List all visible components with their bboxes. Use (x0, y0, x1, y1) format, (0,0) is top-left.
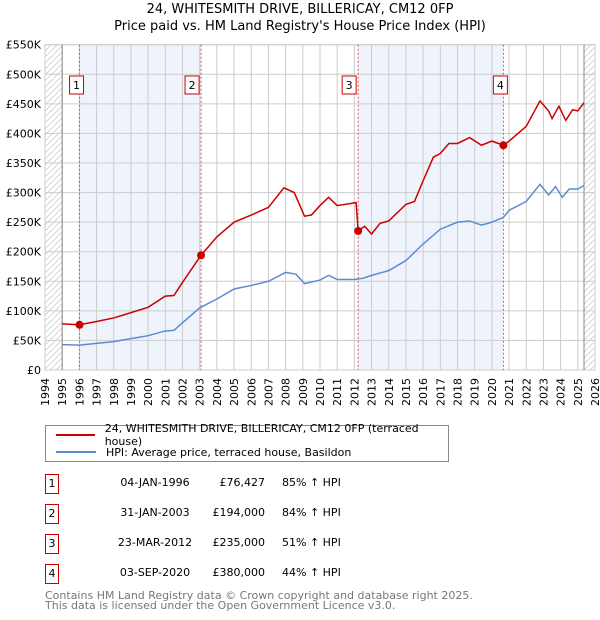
y-tick-label: £150K (6, 275, 42, 288)
sale-number-badge: 4 (45, 564, 59, 584)
sale-number-box (184, 75, 200, 95)
x-tick-label: 2005 (228, 378, 241, 406)
x-tick-label: 1996 (73, 378, 86, 406)
sale-price: £76,427 (219, 476, 266, 489)
sale-price: £194,000 (212, 506, 266, 519)
plot-frame (44, 44, 596, 371)
x-tick-label: 2010 (314, 378, 327, 406)
y-tick-label: £550K (6, 39, 42, 52)
x-tick-label: 2017 (434, 378, 447, 406)
sale-number-badge: 1 (45, 474, 59, 494)
x-tick-label: 2022 (520, 378, 533, 406)
y-tick-label: £0 (27, 364, 41, 377)
x-tick-label: 2025 (572, 378, 585, 406)
y-tick-label: £300K (6, 187, 42, 200)
y-tick-label: £500K (6, 68, 42, 81)
y-tick-label: £50K (13, 334, 42, 347)
y-tick-label: £450K (6, 98, 42, 111)
sale-point (354, 227, 363, 236)
property-price-line (62, 99, 585, 326)
x-tick-label: 2009 (297, 378, 310, 406)
sale-date: 03-SEP-2020 (119, 566, 191, 579)
x-tick-label: 2004 (211, 378, 224, 406)
y-tick-label: £400K (6, 127, 42, 140)
y-tick-label: £100K (6, 305, 42, 318)
shaded-period (79, 44, 202, 370)
legend-item-property: 24, WHITESMITH DRIVE, BILLERICAY, CM12 0… (56, 422, 448, 448)
x-tick-label: 1998 (108, 378, 121, 406)
sale-date: 04-JAN-1996 (120, 476, 190, 489)
no-data-hatch (584, 44, 595, 370)
sale-point (499, 141, 508, 150)
x-tick-label: 2001 (159, 378, 172, 406)
table-row: 3 23-MAR-2012 £235,000 51% ↑ HPI (45, 534, 445, 554)
sale-point (75, 320, 84, 329)
hpi-line (62, 183, 585, 346)
legend-label: HPI: Average price, terraced house, Basi… (106, 445, 352, 459)
table-row: 2 31-JAN-2003 £194,000 84% ↑ HPI (45, 504, 445, 524)
x-tick-label: 2023 (537, 378, 550, 406)
legend-swatch (56, 434, 95, 436)
hpi-change: 85% ↑ HPI (282, 476, 341, 489)
legend-item-hpi: HPI: Average price, terraced house, Basi… (56, 444, 351, 460)
x-tick-label: 2021 (503, 378, 516, 406)
x-tick-label: 2006 (245, 378, 258, 406)
x-tick-label: 2011 (331, 378, 344, 406)
x-tick-label: 2024 (555, 378, 568, 406)
x-tick-label: 2014 (383, 378, 396, 406)
sale-number-box (341, 75, 357, 95)
sale-number-box (492, 75, 508, 95)
sale-point (197, 251, 206, 260)
chart-title: 24, WHITESMITH DRIVE, BILLERICAY, CM12 0… (146, 2, 454, 17)
shaded-period (358, 44, 504, 370)
x-tick-label: 2026 (589, 378, 600, 406)
no-data-hatch (45, 44, 63, 370)
table-row: 1 04-JAN-1996 £76,427 85% ↑ HPI (45, 474, 445, 494)
x-tick-label: 2018 (452, 378, 465, 406)
y-tick-label: £350K (6, 157, 42, 170)
hpi-change: 44% ↑ HPI (282, 566, 341, 579)
hpi-change: 51% ↑ HPI (282, 536, 341, 549)
sale-number-badge: 2 (45, 504, 59, 524)
y-tick-label: £250K (6, 216, 42, 229)
x-tick-label: 2020 (486, 378, 499, 406)
sale-number-label: 3 (346, 79, 353, 92)
x-tick-label: 2003 (194, 378, 207, 406)
table-row: 4 03-SEP-2020 £380,000 44% ↑ HPI (45, 564, 445, 584)
x-tick-label: 2019 (469, 378, 482, 406)
hpi-change: 84% ↑ HPI (282, 506, 341, 519)
x-tick-label: 2012 (348, 378, 361, 406)
sale-number-box (69, 75, 85, 95)
y-tick-label: £200K (6, 246, 42, 259)
x-tick-label: 1997 (91, 378, 104, 406)
sale-date: 31-JAN-2003 (120, 506, 190, 519)
footer-copyright: Contains HM Land Registry data © Crown c… (45, 589, 473, 602)
sale-number-badge: 3 (45, 534, 59, 554)
sale-number-label: 1 (73, 79, 80, 92)
price-chart: 1994 1995 1996 1997 1998 1999 2000 2001 2002 2003… (6, 39, 600, 406)
x-tick-label: 2000 (142, 378, 155, 406)
legend: 24, WHITESMITH DRIVE, BILLERICAY, CM12 0… (45, 422, 449, 462)
x-tick-label: 1994 (39, 378, 52, 406)
sale-price: £235,000 (212, 536, 266, 549)
sale-date: 23-MAR-2012 (117, 536, 193, 549)
sale-number-label: 2 (189, 79, 196, 92)
footer-licence: This data is licensed under the Open Gov… (45, 599, 396, 612)
x-tick-label: 2007 (262, 378, 275, 406)
x-tick-label: 1999 (125, 378, 138, 406)
x-tick-label: 1995 (56, 378, 69, 406)
legend-swatch (56, 451, 96, 453)
sale-price: £380,000 (212, 566, 266, 579)
x-tick-label: 2008 (280, 378, 293, 406)
x-tick-label: 2013 (366, 378, 379, 406)
x-tick-label: 2015 (400, 378, 413, 406)
chart-subtitle: Price paid vs. HM Land Registry's House … (114, 19, 486, 34)
sale-number-label: 4 (497, 79, 504, 92)
x-tick-label: 2002 (177, 378, 190, 406)
legend-label: 24, WHITESMITH DRIVE, BILLERICAY, CM12 0… (104, 422, 419, 448)
x-tick-label: 2016 (417, 378, 430, 406)
